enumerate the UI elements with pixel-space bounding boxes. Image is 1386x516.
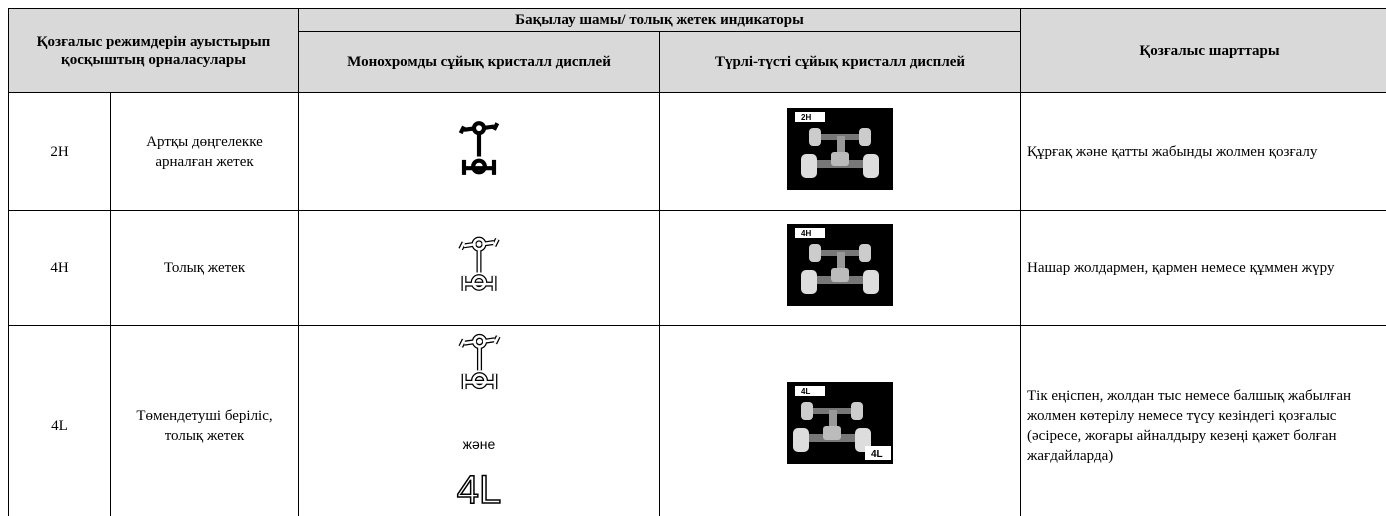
display-badge: 4L <box>871 449 883 460</box>
conditions: Нашар жолдармен, қармен немесе құммен жү… <box>1020 210 1386 326</box>
color-display-cell: 4H <box>658 210 1022 326</box>
mode: 4L <box>8 325 111 516</box>
display-label: 4H <box>801 229 811 238</box>
mode: 4H <box>8 210 111 326</box>
header-switch: Қозғалыс режимдерін ауыстырып қосқыштың … <box>8 8 299 93</box>
description: Артқы дөңгелекке арналған жетек <box>110 92 299 211</box>
conditions: Тік еңіспен, жолдан тыс немесе балшық жа… <box>1020 325 1386 516</box>
mono-icon-cell <box>298 92 660 211</box>
mono-icon: және 4L <box>456 333 502 512</box>
mono-icon <box>454 235 504 295</box>
mono-icon <box>454 119 504 179</box>
color-display: 4L 4L <box>787 381 893 464</box>
description: Толық жетек <box>110 210 299 326</box>
mono-icon-cell <box>298 210 660 326</box>
color-display-cell: 4L 4L <box>658 325 1022 516</box>
header-indicator: Бақылау шамы/ толық жетек индикаторы <box>297 8 1022 32</box>
mode: 2H <box>8 92 111 211</box>
header-color: Түрлі-түсті сұйық кристалл дисплей <box>658 31 1022 93</box>
conditions: Құрғақ және қатты жабынды жолмен қозғалу <box>1020 92 1386 211</box>
color-display-cell: 2H <box>658 92 1022 211</box>
color-display: 4H <box>787 224 893 306</box>
mono-icon-cell: және 4L <box>298 325 660 516</box>
drive-mode-table: Қозғалыс режимдерін ауыстырып қосқыштың … <box>8 8 1386 516</box>
header-mono: Монохромды сұйық кристалл дисплей <box>298 31 660 93</box>
header-conditions: Қозғалыс шарттары <box>1020 8 1386 93</box>
display-label: 4L <box>801 387 810 396</box>
mono-and: және <box>463 436 496 452</box>
display-label: 2H <box>801 113 811 122</box>
description: Төмендетуші беріліс, толық жетек <box>110 325 299 516</box>
mono-label: 4L <box>457 468 502 512</box>
color-display: 2H <box>787 107 893 190</box>
